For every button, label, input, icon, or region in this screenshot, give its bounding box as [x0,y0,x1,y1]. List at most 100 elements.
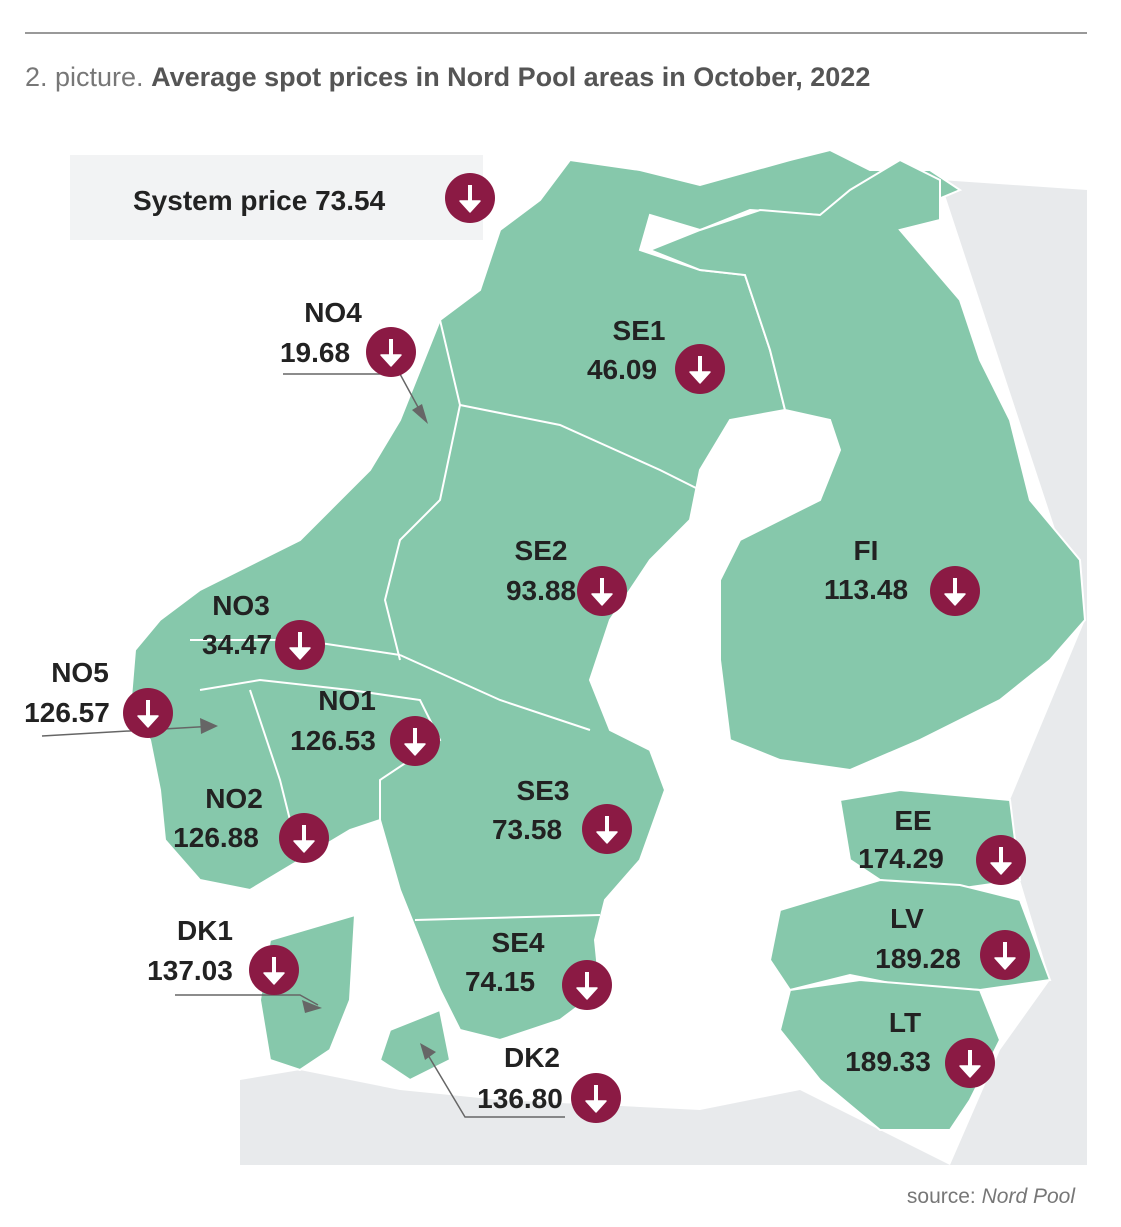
down-icon [945,1038,995,1088]
system-price-value: 73.54 [315,185,385,216]
area-price: 137.03 [147,955,233,986]
area-label: NO3 34.47 [202,590,325,670]
area-name: SE4 [492,927,545,958]
area-label: DK1 137.03 [147,915,299,995]
area-name: NO5 [51,657,109,688]
down-icon [675,344,725,394]
system-price: System price 73.54 [133,185,386,216]
border [199,678,442,820]
area-label: NO5 126.57 [24,657,173,738]
area-price: 174.29 [858,843,944,874]
area-price: 74.15 [465,966,535,997]
area-name: LV [890,903,924,934]
down-icon [366,327,416,377]
area-price: 126.88 [173,822,259,853]
border [414,914,601,921]
source-name: Nord Pool [982,1185,1077,1208]
land-other [940,180,1087,1165]
down-icon [275,620,325,670]
area-name: NO1 [318,685,376,716]
icon-head [596,831,618,844]
area-label: SE3 73.58 [492,775,632,854]
area-name: DK2 [504,1042,560,1073]
area-price: 126.57 [24,697,110,728]
icon-head [994,957,1016,970]
source: source: Nord Pool [907,1185,1076,1208]
area-price: 113.48 [824,574,908,605]
area-label: NO1 126.53 [290,685,440,766]
down-icon [123,688,173,738]
area-price: 189.33 [845,1046,931,1077]
area-label: SE4 74.15 [465,927,612,1010]
area-price: 93.88 [506,575,576,606]
area-name: SE3 [517,775,570,806]
down-icon [582,804,632,854]
area-name: NO3 [212,590,270,621]
icon-head [591,593,613,606]
icon-head [293,840,315,853]
down-icon [976,835,1026,885]
land-estonia [838,788,1022,892]
icon-head [585,1100,607,1113]
area-name: SE1 [613,315,666,346]
area-label: NO4 19.68 [280,297,416,377]
down-icon [562,960,612,1010]
icon-head [289,647,311,660]
area-name: NO2 [205,783,263,814]
system-price-label: System price [133,185,307,216]
area-name: NO4 [304,297,362,328]
area-name: DK1 [177,915,233,946]
area-label: DK2 136.80 [477,1042,621,1123]
icon-head [263,972,285,985]
source-label: source: [907,1185,976,1208]
map [128,148,1087,1165]
leader-heads [200,404,436,1060]
down-icon [930,566,980,616]
area-label: EE 174.29 [858,805,1026,885]
area-price: 46.09 [587,354,657,385]
border [399,654,591,731]
icon-head [137,715,159,728]
area-label: SE2 93.88 [506,535,627,616]
area-price: 19.68 [280,337,350,368]
icon-head [576,987,598,1000]
icon-head [990,862,1012,875]
area-label: LV 189.28 [875,903,1030,980]
icon-head [404,743,426,756]
icon-head [944,593,966,606]
icon-head [459,200,481,213]
down-icon [390,716,440,766]
area-label: FI 113.48 [824,535,980,616]
down-icon [571,1073,621,1123]
icon-head [380,354,402,367]
area-name: EE [894,805,931,836]
down-icon [249,945,299,995]
title-prefix: 2. picture. [25,62,144,92]
area-name: FI [854,535,879,566]
area-price: 73.58 [492,814,562,845]
land-lithuania [778,978,1002,1131]
down-icon [980,930,1030,980]
system-price-box [70,155,483,240]
border [459,404,721,501]
icon-head [689,371,711,384]
title-text: Average spot prices in Nord Pool areas i… [151,62,870,92]
land-scandinavia [128,148,963,1042]
down-icon [445,173,495,223]
area-price: 34.47 [202,629,272,660]
border [383,319,462,661]
area-label: LT 189.33 [845,1007,995,1088]
area-name: LT [889,1007,921,1038]
down-icon [279,813,329,863]
down-icon [577,566,627,616]
area-price: 189.28 [875,943,961,974]
area-label: NO2 126.88 [173,783,329,863]
area-price: 136.80 [477,1083,563,1114]
title: 2. picture. Average spot prices in Nord … [25,62,870,92]
area-name: SE2 [515,535,568,566]
area-price: 126.53 [290,725,376,756]
area-label: SE1 46.09 [587,315,725,394]
land-finland [647,158,1087,772]
icon-head [959,1065,981,1078]
